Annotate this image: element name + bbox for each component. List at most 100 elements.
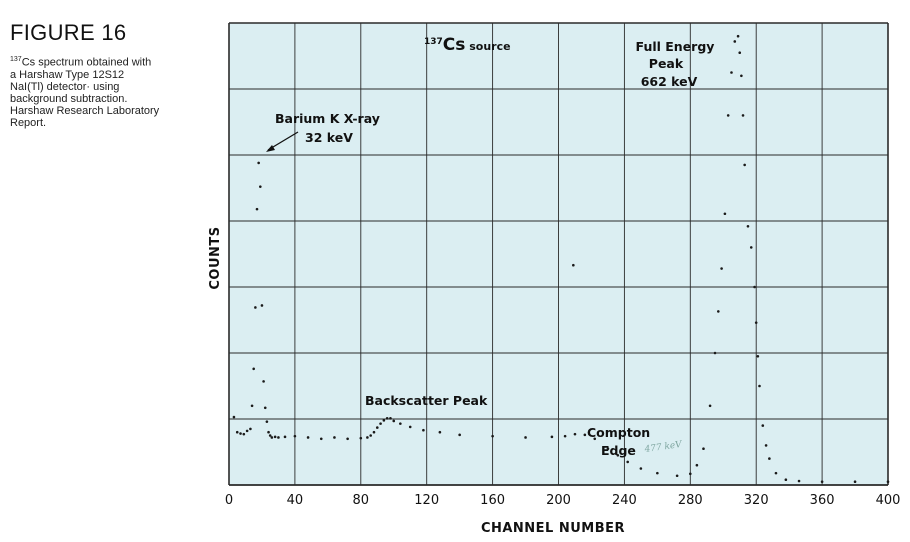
data-point [639, 467, 643, 470]
data-point [723, 212, 727, 216]
data-point [708, 404, 712, 408]
data-point [458, 433, 461, 437]
data-point [257, 161, 260, 165]
data-point [293, 434, 297, 438]
data-point [262, 380, 265, 383]
caption-isotope-superscript: 137 [10, 56, 22, 63]
xray-label-line2: 32 keV [305, 130, 353, 145]
data-point [249, 427, 252, 431]
data-point [438, 430, 442, 434]
data-point [764, 444, 768, 447]
data-point [283, 435, 287, 439]
data-point [717, 310, 720, 313]
data-point [273, 435, 277, 439]
data-point [242, 432, 246, 436]
data-point [252, 367, 256, 371]
data-point [797, 479, 801, 483]
compton-label-line2: Edge [601, 443, 636, 458]
annotations: 137Cs source Full Energy Peak 662 keV Ba… [266, 35, 714, 458]
y-axis-label: COUNTS [208, 226, 223, 289]
data-point [563, 434, 567, 438]
data-point [346, 437, 349, 441]
x-tick-label: 160 [480, 493, 505, 508]
data-point [573, 432, 577, 436]
figure-title: FIGURE 16 [10, 20, 127, 45]
data-point [422, 428, 425, 432]
data-point [260, 304, 264, 307]
data-point [853, 480, 857, 484]
data-point [689, 472, 692, 476]
data-point [886, 480, 890, 484]
data-point [733, 40, 737, 43]
data-point [730, 71, 733, 74]
caption-text: Cs spectrum obtained with a Harshaw Type… [10, 56, 160, 129]
data-point [702, 447, 705, 451]
data-point [375, 426, 379, 429]
figure-caption: FIGURE 16 137Cs spectrum obtained with a… [10, 20, 160, 129]
data-point [382, 419, 386, 422]
data-point [740, 74, 743, 78]
data-point [267, 430, 270, 434]
data-point [369, 434, 372, 437]
data-point [270, 436, 274, 439]
data-point [606, 447, 610, 451]
peak-label-line3: 662 keV [641, 74, 698, 89]
data-point [259, 185, 262, 188]
xray-label-line1: Barium K X-ray [275, 111, 380, 126]
data-point [736, 34, 740, 38]
figure-description: 137Cs spectrum obtained with a Harshaw T… [10, 54, 160, 129]
data-point [820, 480, 824, 484]
data-point [245, 429, 249, 433]
data-point [572, 263, 575, 267]
x-tick-label: 0 [225, 493, 233, 508]
data-point [524, 436, 527, 439]
data-point [746, 224, 750, 228]
x-tick-label: 200 [546, 493, 571, 508]
data-point [758, 384, 761, 388]
data-point [713, 351, 717, 355]
data-point [761, 424, 765, 427]
data-point [263, 406, 267, 410]
data-point [232, 415, 236, 419]
data-point [333, 436, 336, 439]
data-point [626, 460, 629, 464]
data-point [695, 463, 699, 467]
xray-arrow-head [266, 145, 275, 152]
x-tick-label: 80 [353, 493, 370, 508]
data-point [749, 246, 753, 249]
data-points [232, 34, 890, 484]
data-point [491, 434, 494, 438]
data-point [366, 436, 369, 439]
peak-label-line2: Peak [649, 56, 684, 71]
compton-label-line1: Compton [587, 425, 650, 440]
data-point [359, 436, 363, 440]
data-point [254, 306, 257, 309]
data-point [389, 417, 392, 420]
data-point [379, 422, 382, 425]
data-point [754, 321, 758, 324]
data-point [372, 430, 376, 434]
data-point [720, 267, 723, 270]
grid-lines [228, 22, 889, 486]
data-point [268, 434, 272, 437]
data-point [235, 430, 239, 434]
data-point [392, 419, 396, 423]
data-point [753, 285, 756, 289]
x-tick-label: 120 [414, 493, 439, 508]
data-point [239, 432, 242, 435]
data-point [583, 433, 587, 437]
data-point [726, 114, 730, 117]
data-point [738, 51, 742, 54]
data-point [306, 436, 310, 439]
x-tick-label: 240 [612, 493, 637, 508]
data-point [784, 478, 788, 482]
x-tick-label: 280 [678, 493, 703, 508]
backscatter-label: Backscatter Peak [365, 393, 488, 408]
data-point [277, 436, 280, 439]
data-point [319, 437, 323, 441]
x-tick-label: 320 [744, 493, 769, 508]
x-tick-label: 400 [876, 493, 901, 508]
x-tick-label: 360 [810, 493, 835, 508]
data-point [774, 471, 778, 475]
